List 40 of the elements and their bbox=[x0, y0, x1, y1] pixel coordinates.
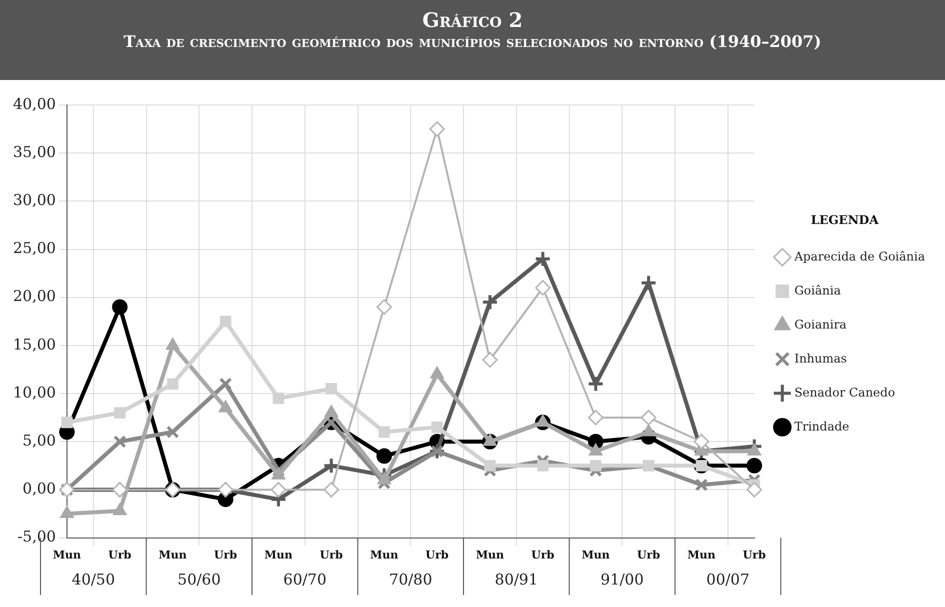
text: 00/07 bbox=[706, 570, 750, 588]
x-tick-label: Urb bbox=[426, 548, 449, 562]
y-tick-label: 0,00 bbox=[22, 480, 56, 498]
y-tick-label: 10,00 bbox=[12, 383, 56, 402]
text: 50/60 bbox=[178, 570, 221, 588]
x-tick-label: Mun bbox=[370, 548, 398, 562]
legend-label: Goianira bbox=[794, 317, 847, 332]
text: 91/00 bbox=[600, 570, 644, 588]
x-tick-label: Urb bbox=[108, 548, 132, 562]
x-tick-label: Urb bbox=[320, 548, 344, 562]
x-tick-label: Mun bbox=[264, 548, 293, 562]
y-tick-label: 20,00 bbox=[12, 287, 56, 306]
y-tick-label: 40,00 bbox=[12, 94, 56, 113]
x-tick-label: Urb bbox=[214, 548, 238, 562]
legend-label: Goiânia bbox=[794, 283, 841, 298]
y-tick-label: 35,00 bbox=[12, 142, 56, 161]
legend-label: Aparecida de Goiânia bbox=[793, 249, 925, 264]
text: 40/50 bbox=[72, 570, 115, 588]
x-tick-label: Mun bbox=[52, 548, 82, 562]
y-tick-label: 5,00 bbox=[22, 432, 56, 450]
text: 80/91 bbox=[494, 570, 538, 588]
legend-label: Senador Canedo bbox=[794, 385, 896, 400]
x-tick-label: Urb bbox=[742, 548, 766, 562]
legend-title: LEGENDA bbox=[810, 212, 880, 227]
x-tick-label: Mun bbox=[158, 548, 187, 562]
chart-title: Gráfico 2 bbox=[421, 8, 524, 32]
y-tick-label: 25,00 bbox=[12, 239, 56, 258]
legend-label: Trindade bbox=[794, 419, 850, 434]
chart-subtitle: Taxa de crescimento geométrico dos municípios selecionados no entorno (1940–2007) bbox=[122, 32, 822, 51]
y-tick-label: -5,00 bbox=[17, 528, 56, 546]
legend-label: Inhumas bbox=[794, 351, 847, 366]
y-tick-label: 30,00 bbox=[12, 191, 56, 210]
text: 60/70 bbox=[283, 570, 326, 588]
text: 70/80 bbox=[389, 570, 432, 588]
x-tick-label: Urb bbox=[531, 548, 555, 562]
x-tick-label: Mun bbox=[476, 548, 504, 562]
y-tick-label: 15,00 bbox=[12, 335, 56, 354]
x-tick-label: Mun bbox=[687, 548, 716, 562]
x-tick-label: Mun bbox=[582, 548, 610, 562]
x-tick-label: Urb bbox=[637, 548, 660, 562]
